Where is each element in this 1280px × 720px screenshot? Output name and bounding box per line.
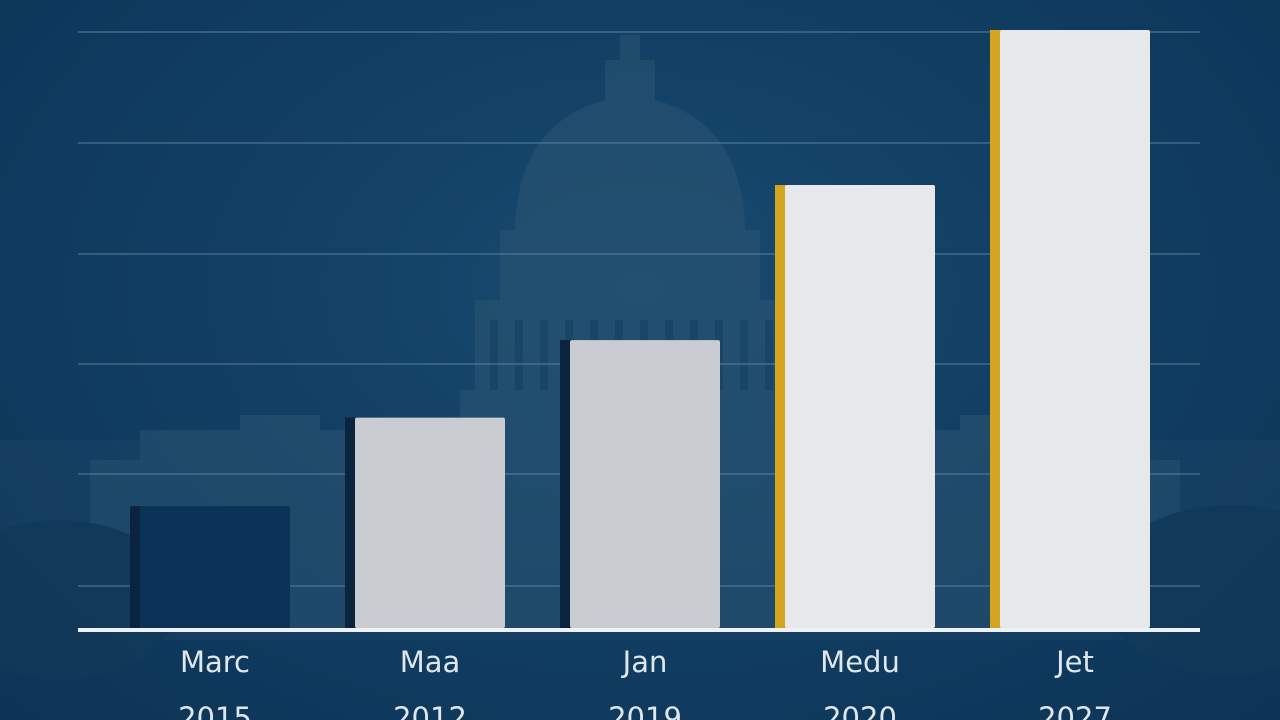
bar-body-1 [355, 417, 505, 628]
x-tick-year-3: 2020 [823, 701, 897, 720]
x-tick-label-3: Medu [820, 645, 900, 679]
x-tick-year-4: 2027 [1038, 701, 1112, 720]
bar-3 [775, 185, 935, 628]
bar-4 [990, 30, 1150, 628]
bar-body-4 [1000, 30, 1150, 628]
x-tick-year-0: 2015 [178, 701, 252, 720]
bar-1 [345, 417, 505, 628]
x-tick-label-1: Maa [400, 645, 461, 679]
bar-0 [130, 506, 290, 628]
x-tick-label-4: Jet [1054, 645, 1094, 679]
bar-body-3 [785, 185, 935, 628]
bars-group [130, 30, 1150, 628]
x-tick-label-2: Jan [621, 645, 668, 679]
bar-2 [560, 340, 720, 628]
x-tick-year-2: 2019 [608, 701, 682, 720]
x-tick-label-0: Marc [180, 645, 250, 679]
bar-body-2 [570, 340, 720, 628]
bar-body-0 [140, 506, 290, 628]
x-tick-labels: Marc 2015 Maa 2012 Jan 2019 Medu 2020 Jet 2027 [178, 645, 1112, 720]
x-tick-year-1: 2012 [393, 701, 467, 720]
